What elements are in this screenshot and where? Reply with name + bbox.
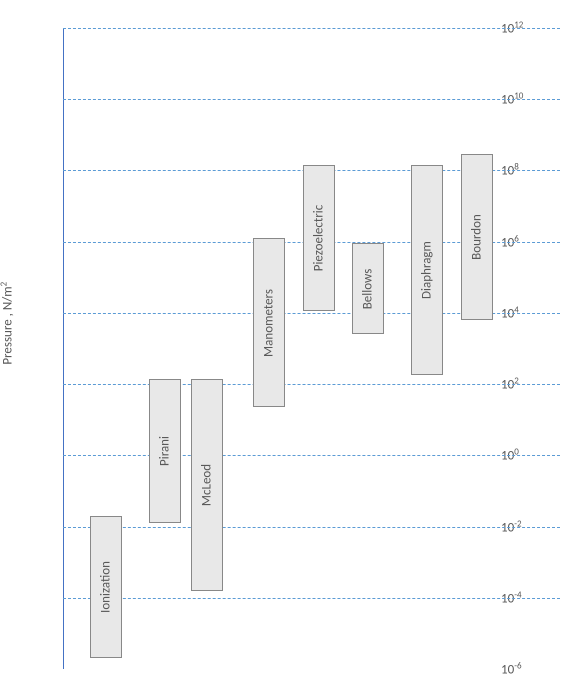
range-bar-label: Pirani bbox=[158, 436, 173, 466]
range-bar-label: Ionization bbox=[99, 561, 114, 613]
range-bar-label: Manometers bbox=[262, 289, 277, 357]
gridline bbox=[63, 455, 560, 456]
range-bar: Pirani bbox=[149, 379, 181, 523]
y-axis bbox=[63, 28, 64, 669]
gridline bbox=[63, 384, 560, 385]
gridline bbox=[63, 28, 560, 29]
range-bar: Bourdon bbox=[461, 154, 493, 320]
range-bar-label: Piezoelectric bbox=[312, 205, 327, 272]
range-bar-label: Diaphragm bbox=[420, 241, 435, 299]
y-axis-title: Pressure , N/m2 bbox=[0, 350, 16, 364]
gridline bbox=[63, 598, 560, 599]
range-bar: Bellows bbox=[352, 243, 384, 334]
range-bar-label: Bourdon bbox=[470, 214, 485, 260]
range-bar: Diaphragm bbox=[411, 165, 443, 375]
gridline bbox=[63, 527, 560, 528]
range-bar-label: Bellows bbox=[361, 269, 376, 310]
pressure-range-chart: Pressure , N/m210-610-410-21001021041061… bbox=[0, 0, 564, 671]
range-bar: Ionization bbox=[90, 516, 122, 658]
range-bar-label: McLeod bbox=[200, 464, 215, 506]
y-tick-label: 10-6 bbox=[501, 660, 560, 677]
range-bar: Piezoelectric bbox=[303, 165, 335, 311]
range-bar: McLeod bbox=[191, 379, 223, 591]
gridline bbox=[63, 99, 560, 100]
range-bar: Manometers bbox=[253, 238, 285, 407]
